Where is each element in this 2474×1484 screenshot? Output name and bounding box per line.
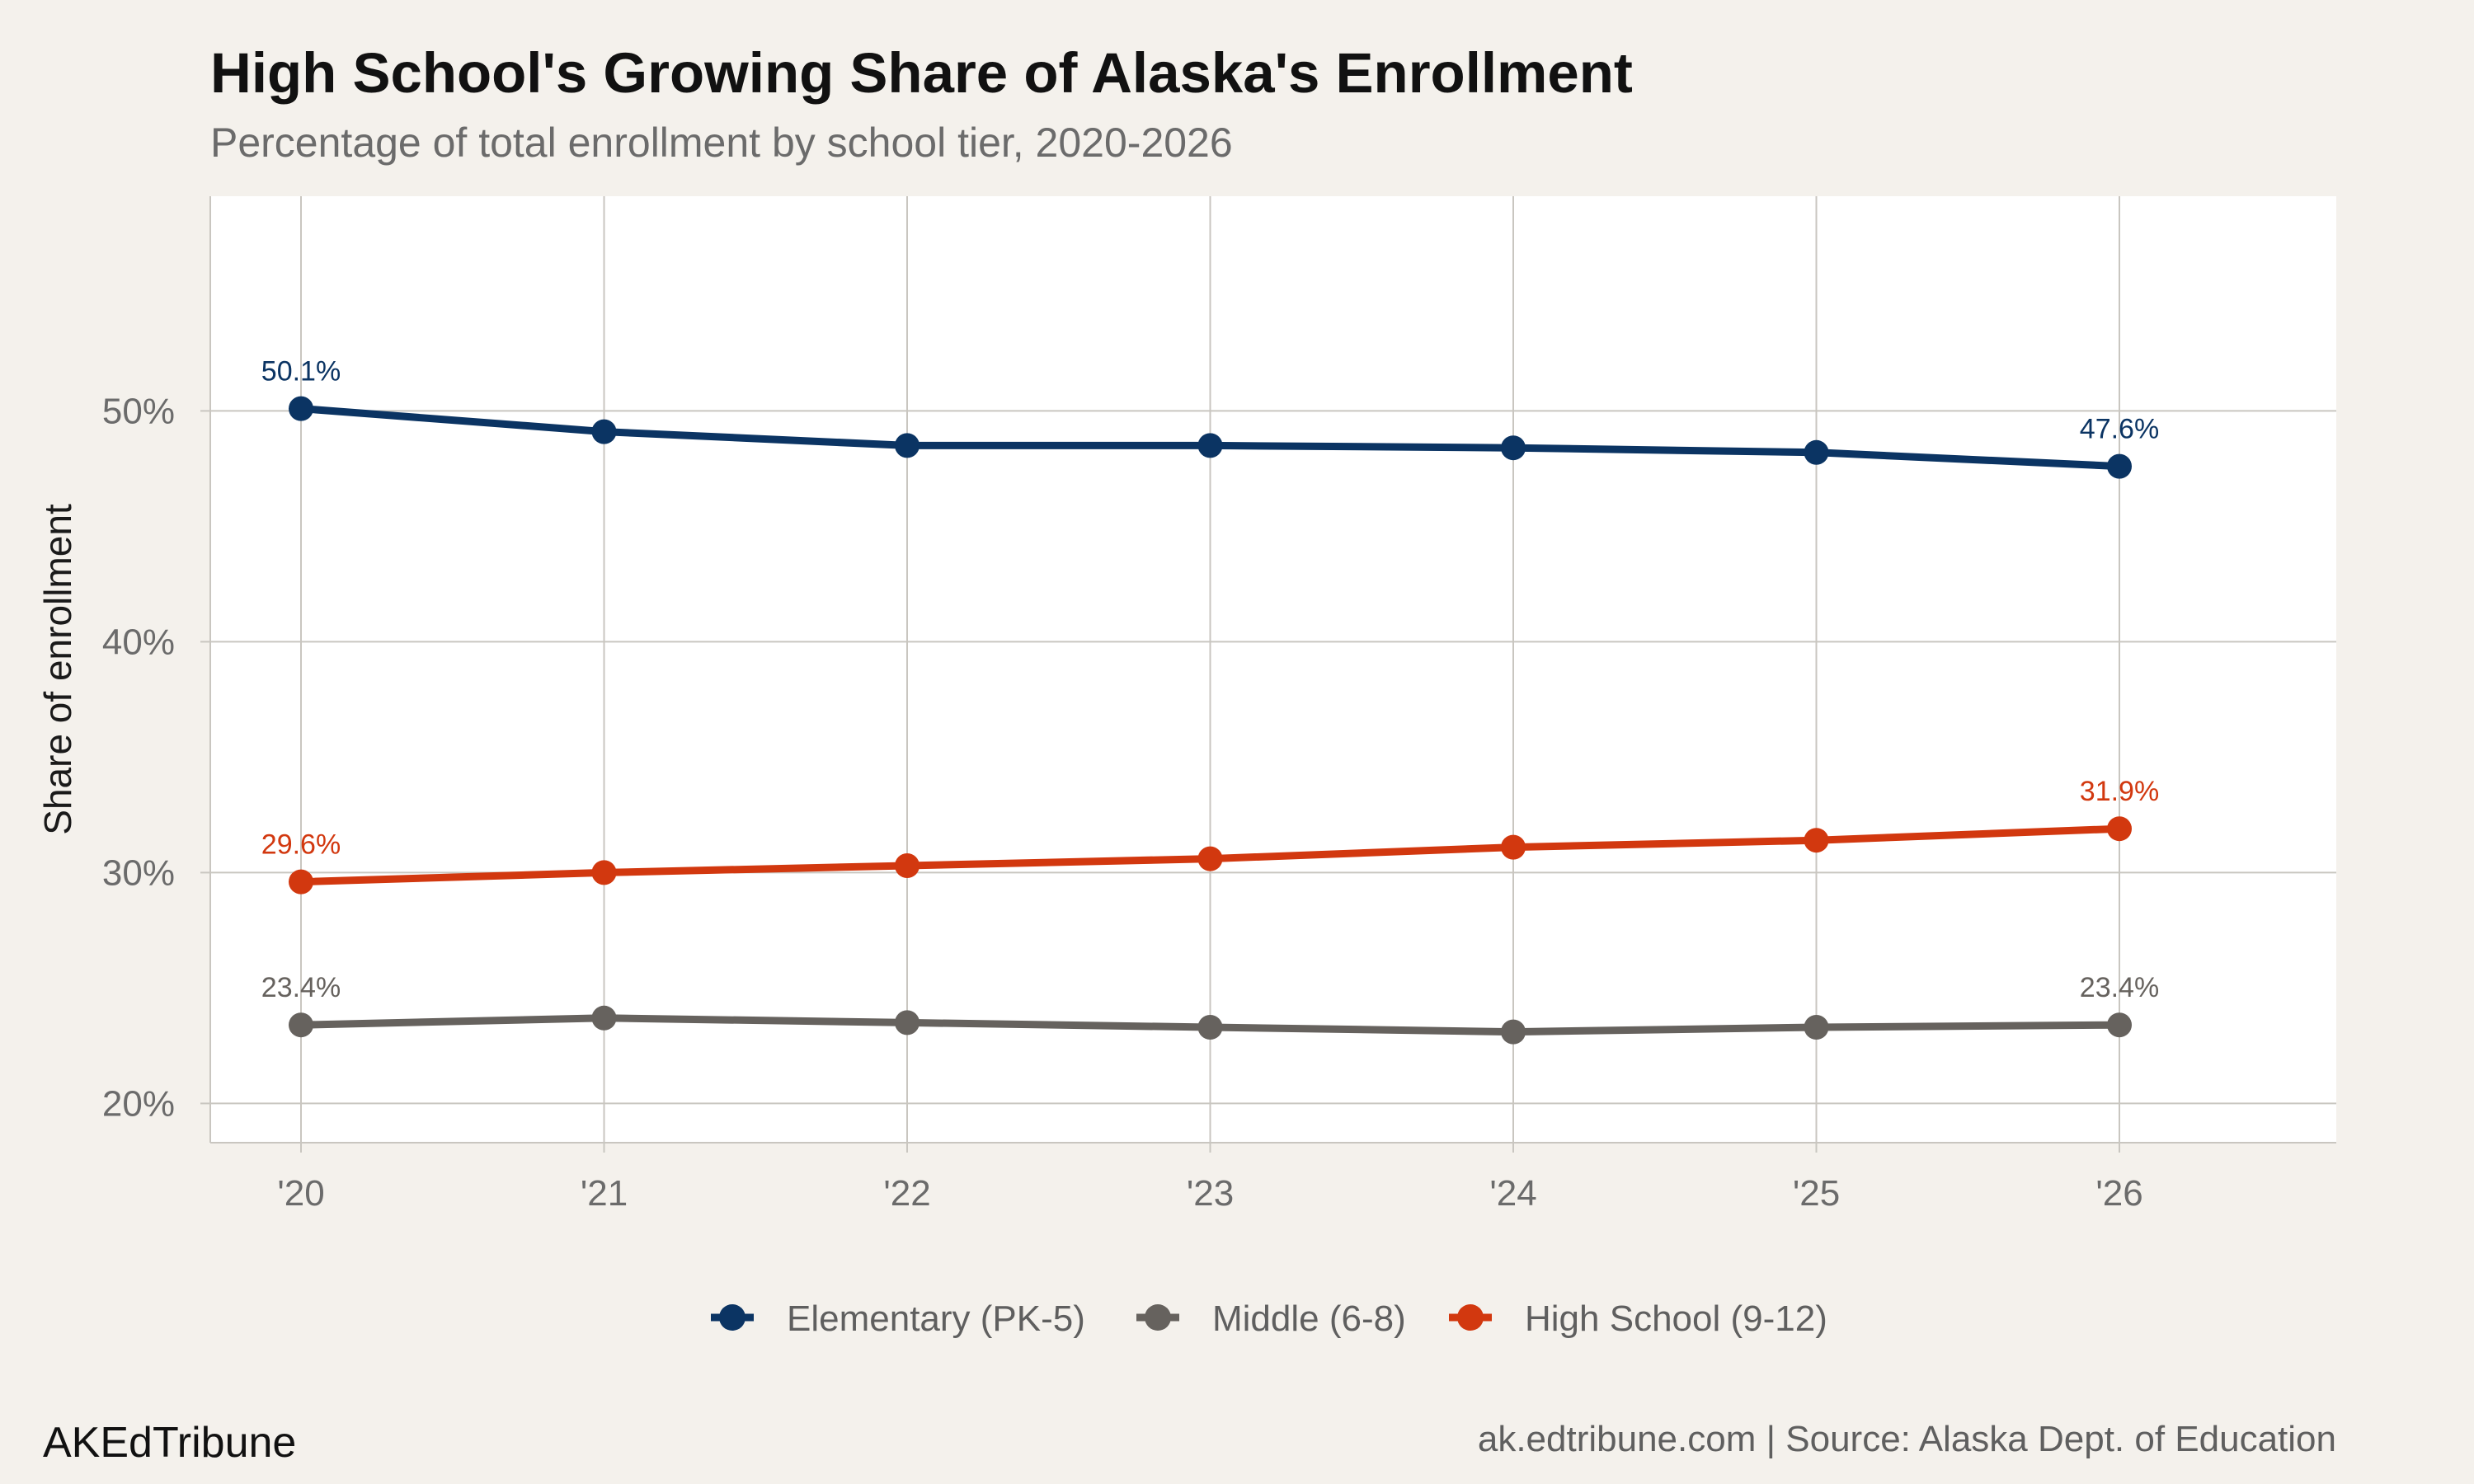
elementary-data-point: [289, 396, 313, 421]
elementary-data-point: [1804, 439, 1829, 465]
y-tick-label: 30%: [102, 852, 175, 893]
middle-data-label: 23.4%: [261, 972, 341, 1003]
middle-data-label: 23.4%: [2080, 972, 2159, 1003]
middle-data-point: [895, 1010, 920, 1036]
plot-panel: [210, 196, 2336, 1143]
elementary-data-point: [591, 419, 617, 444]
middle-data-point: [1501, 1019, 1526, 1045]
high-data-point: [895, 853, 920, 878]
x-tick-label: '25: [1793, 1173, 1840, 1214]
high-data-label: 31.9%: [2080, 776, 2159, 807]
elementary-data-point: [895, 433, 920, 458]
x-tick-label: '23: [1187, 1173, 1234, 1214]
legend-swatch-point: [719, 1304, 745, 1331]
legend-swatch-point: [1145, 1304, 1171, 1331]
high-data-point: [1501, 834, 1526, 860]
source-caption: ak.edtribune.com | Source: Alaska Dept. …: [1478, 1419, 2336, 1459]
middle-data-point: [1197, 1015, 1223, 1040]
elementary-data-label: 50.1%: [261, 356, 341, 387]
high-data-label: 29.6%: [261, 829, 341, 861]
y-tick-label: 20%: [102, 1083, 175, 1124]
chart-title: High School's Growing Share of Alaska's …: [210, 41, 1633, 105]
middle-data-point: [2107, 1012, 2132, 1038]
elementary-data-label: 47.6%: [2080, 414, 2159, 445]
brand-logo-text: AKEdTribune: [43, 1419, 296, 1467]
x-tick-label: '20: [277, 1173, 324, 1214]
y-tick-label: 50%: [102, 391, 175, 431]
high-data-point: [1804, 828, 1829, 853]
y-axis-title: Share of enrollment: [36, 504, 79, 835]
middle-data-point: [591, 1005, 617, 1031]
middle-data-point: [1804, 1015, 1829, 1040]
y-tick-label: 40%: [102, 622, 175, 662]
x-tick-label: '24: [1489, 1173, 1536, 1214]
data-labels: 50.1% 47.6% 29.6% 31.9% 23.4% 23.4%: [261, 356, 2159, 1004]
high-data-point: [289, 869, 313, 895]
elementary-data-point: [2107, 453, 2132, 479]
x-tick-label: '21: [581, 1173, 628, 1214]
legend-item-middle: Middle (6-8): [1136, 1298, 1406, 1339]
high-data-point: [1197, 846, 1223, 871]
elementary-data-point: [1197, 433, 1223, 458]
legend-item-elementary: Elementary (PK-5): [711, 1298, 1085, 1339]
legend-label: Middle (6-8): [1212, 1298, 1406, 1339]
high-data-point: [591, 860, 617, 885]
axes: '20 '21 '22 '23 '24 '25 '26 20% 30% 40% 50%: [102, 196, 2336, 1214]
chart-subtitle: Percentage of total enrollment by school…: [210, 120, 1233, 166]
data-series: [289, 396, 2132, 1045]
legend-item-high: High School (9-12): [1449, 1298, 1827, 1339]
elementary-data-point: [1501, 435, 1526, 461]
legend-label: Elementary (PK-5): [787, 1298, 1085, 1339]
legend: Elementary (PK-5) Middle (6-8) High School…: [711, 1298, 1827, 1339]
legend-label: High School (9-12): [1525, 1298, 1827, 1339]
x-tick-label: '26: [2095, 1173, 2142, 1214]
middle-data-point: [289, 1012, 313, 1038]
high-data-point: [2107, 816, 2132, 842]
legend-swatch-point: [1457, 1304, 1484, 1331]
x-tick-label: '22: [883, 1173, 930, 1214]
